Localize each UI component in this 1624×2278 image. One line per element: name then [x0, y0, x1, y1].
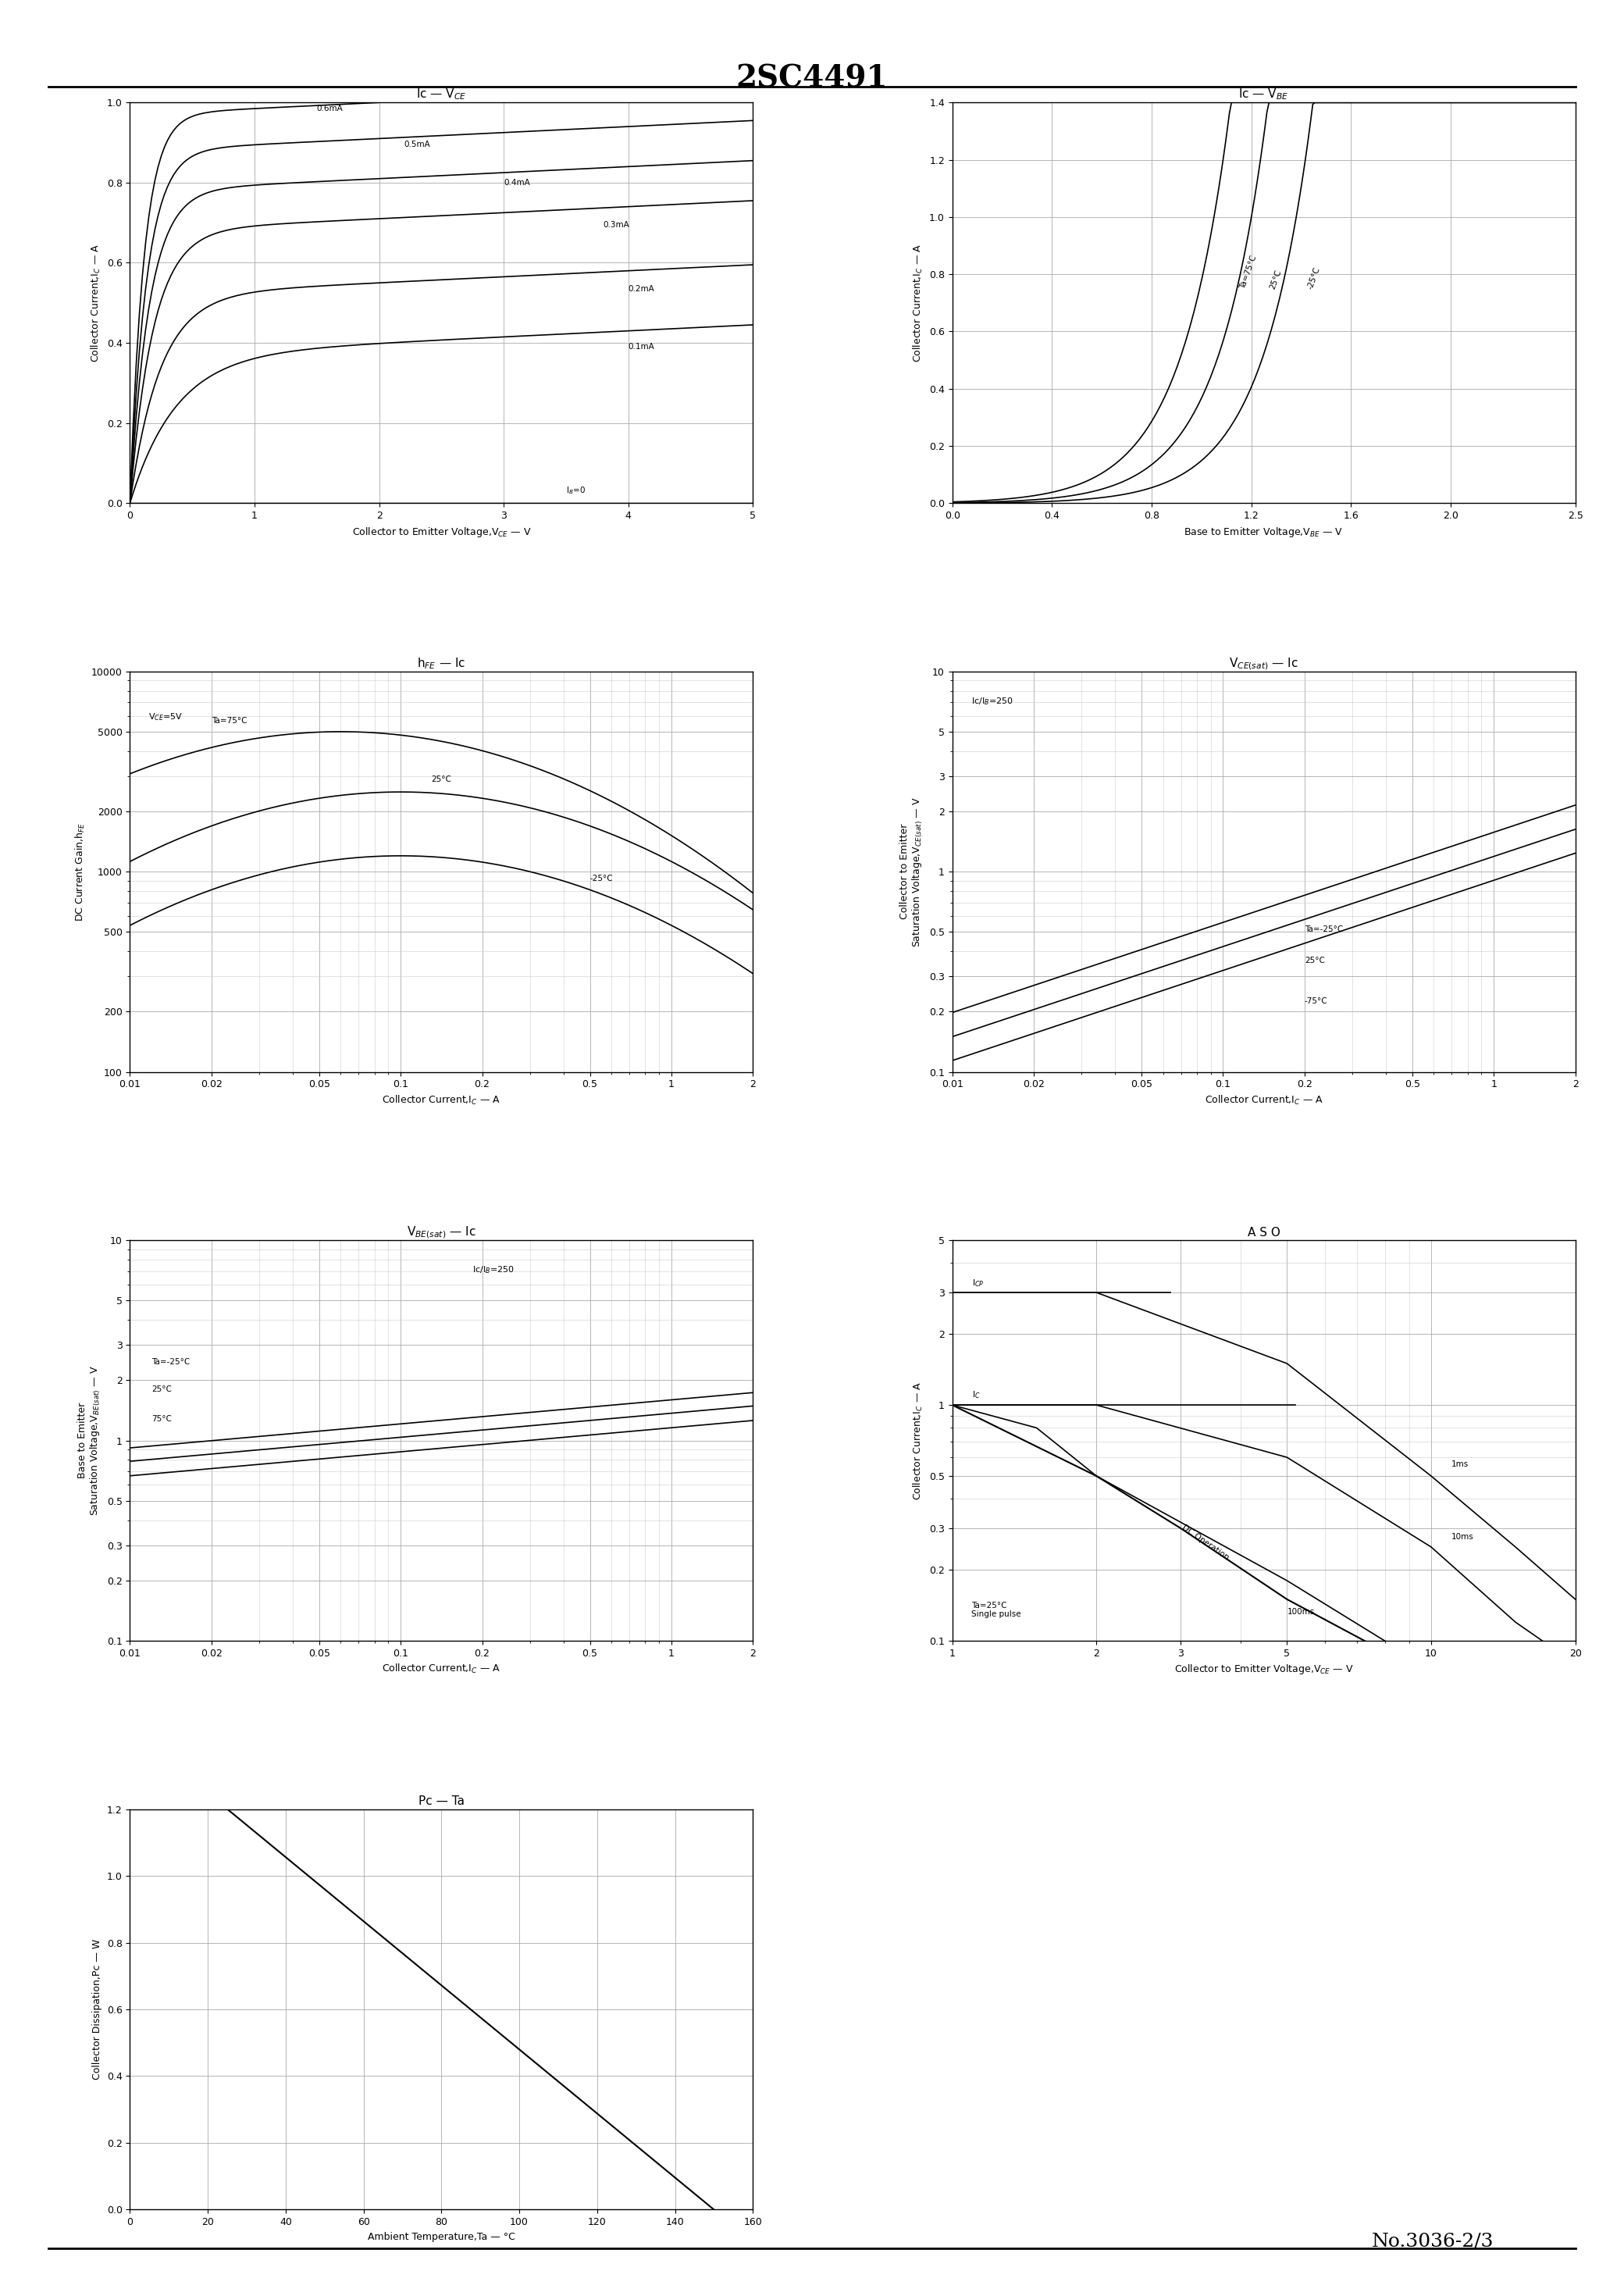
Text: Ic/I$_B$=250: Ic/I$_B$=250: [971, 695, 1013, 706]
Title: h$_{FE}$ — Ic: h$_{FE}$ — Ic: [417, 656, 466, 670]
Text: 25°C: 25°C: [151, 1385, 172, 1394]
Text: 0.4mA: 0.4mA: [503, 178, 529, 187]
Text: Ta=25°C
Single pulse: Ta=25°C Single pulse: [971, 1601, 1020, 1617]
Text: -25°C: -25°C: [1306, 267, 1322, 289]
X-axis label: Ambient Temperature,Ta — °C: Ambient Temperature,Ta — °C: [367, 2232, 515, 2242]
Text: 0.1mA: 0.1mA: [628, 344, 654, 351]
Y-axis label: Collector Current,I$_C$ — A: Collector Current,I$_C$ — A: [913, 244, 924, 362]
X-axis label: Collector to Emitter Voltage,V$_{CE}$ — V: Collector to Emitter Voltage,V$_{CE}$ — …: [352, 526, 531, 538]
Text: 1ms: 1ms: [1450, 1460, 1468, 1467]
Text: 100ms: 100ms: [1286, 1608, 1314, 1615]
Text: 0.2mA: 0.2mA: [628, 285, 654, 292]
Title: Pc — Ta: Pc — Ta: [419, 1795, 464, 1806]
Title: V$_{CE(sat)}$ — Ic: V$_{CE(sat)}$ — Ic: [1229, 656, 1299, 672]
Text: V$_{CE}$=5V: V$_{CE}$=5V: [149, 711, 184, 722]
Title: Ic — V$_{CE}$: Ic — V$_{CE}$: [416, 87, 466, 103]
Text: 0.6mA: 0.6mA: [317, 105, 343, 112]
Y-axis label: Collector Current,I$_C$ — A: Collector Current,I$_C$ — A: [913, 1380, 924, 1499]
Y-axis label: Collector Dissipation,Pc — W: Collector Dissipation,Pc — W: [93, 1939, 102, 2080]
Text: Ta=75°C: Ta=75°C: [1239, 255, 1259, 289]
Text: 2SC4491: 2SC4491: [736, 64, 888, 93]
X-axis label: Collector to Emitter Voltage,V$_{CE}$ — V: Collector to Emitter Voltage,V$_{CE}$ — …: [1174, 1663, 1353, 1677]
Text: 25°C: 25°C: [432, 777, 451, 784]
Text: Ic/I$_B$=250: Ic/I$_B$=250: [473, 1264, 515, 1276]
Text: Ta=-25°C: Ta=-25°C: [151, 1358, 190, 1367]
Text: 0.3mA: 0.3mA: [604, 221, 630, 228]
Text: 25°C: 25°C: [1304, 957, 1325, 964]
Title: Ic — V$_{BE}$: Ic — V$_{BE}$: [1239, 87, 1289, 103]
Y-axis label: Base to Emitter
Saturation Voltage,V$_{BE(sat)}$ — V: Base to Emitter Saturation Voltage,V$_{B…: [76, 1365, 102, 1515]
Y-axis label: Collector Current,I$_C$ — A: Collector Current,I$_C$ — A: [89, 244, 102, 362]
Text: I$_C$: I$_C$: [973, 1390, 981, 1401]
Text: 25°C: 25°C: [1268, 269, 1283, 289]
Text: -75°C: -75°C: [1304, 998, 1328, 1005]
Y-axis label: Collector to Emitter
Saturation Voltage,V$_{CE(sat)}$ — V: Collector to Emitter Saturation Voltage,…: [900, 797, 924, 948]
Title: V$_{BE(sat)}$ — Ic: V$_{BE(sat)}$ — Ic: [406, 1226, 476, 1239]
Text: I$_{CP}$: I$_{CP}$: [973, 1278, 984, 1289]
Text: DC Operation: DC Operation: [1181, 1524, 1231, 1563]
Text: 75°C: 75°C: [151, 1415, 172, 1424]
Text: Ta=75°C: Ta=75°C: [211, 718, 247, 724]
Text: 10ms: 10ms: [1450, 1533, 1473, 1540]
Text: 0.5mA: 0.5mA: [404, 141, 430, 148]
X-axis label: Base to Emitter Voltage,V$_{BE}$ — V: Base to Emitter Voltage,V$_{BE}$ — V: [1184, 526, 1343, 538]
Text: Ta=-25°C: Ta=-25°C: [1304, 925, 1343, 934]
Y-axis label: DC Current Gain,h$_{FE}$: DC Current Gain,h$_{FE}$: [75, 822, 86, 920]
Text: I$_B$=0: I$_B$=0: [567, 485, 586, 497]
X-axis label: Collector Current,I$_C$ — A: Collector Current,I$_C$ — A: [382, 1663, 500, 1674]
Text: No.3036-2/3: No.3036-2/3: [1372, 2232, 1494, 2251]
X-axis label: Collector Current,I$_C$ — A: Collector Current,I$_C$ — A: [1205, 1093, 1324, 1107]
Text: -25°C: -25°C: [590, 875, 612, 882]
X-axis label: Collector Current,I$_C$ — A: Collector Current,I$_C$ — A: [382, 1093, 500, 1107]
Title: A S O: A S O: [1247, 1226, 1280, 1239]
